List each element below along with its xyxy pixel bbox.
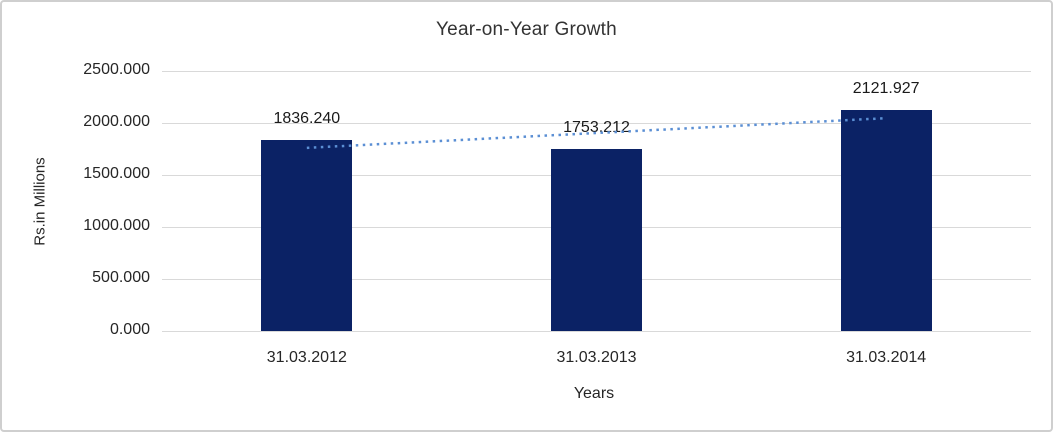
x-axis-tick-label: 31.03.2012 xyxy=(266,349,347,366)
bar-value-label: 1753.212 xyxy=(563,118,630,136)
bar-value-label: 1836.240 xyxy=(273,110,341,128)
x-axis-tick-label: 31.03.2013 xyxy=(556,349,637,366)
x-axis-tick-label: 31.03.2014 xyxy=(846,349,927,366)
y-axis-tick-label: 1500.000 xyxy=(83,165,150,182)
x-axis-title: Years xyxy=(573,385,615,402)
gridline xyxy=(162,330,1031,332)
chart-title: Year-on-Year Growth xyxy=(436,19,617,40)
bar-31.03.2012 xyxy=(261,140,353,331)
y-axis-title: Rs.in Millions xyxy=(31,157,49,246)
y-axis-tick-label: 2500.000 xyxy=(83,61,150,78)
bar-31.03.2013 xyxy=(551,148,642,331)
bar-31.03.2014 xyxy=(840,110,932,331)
gridline xyxy=(162,70,1031,72)
y-axis-tick-label: 2000.000 xyxy=(83,113,150,130)
y-axis-tick-label: 0.000 xyxy=(109,321,150,338)
y-axis-tick-label: 500.000 xyxy=(92,269,150,286)
y-axis-tick-label: 1000.000 xyxy=(83,217,150,234)
bar-value-label: 2121.927 xyxy=(852,80,920,98)
